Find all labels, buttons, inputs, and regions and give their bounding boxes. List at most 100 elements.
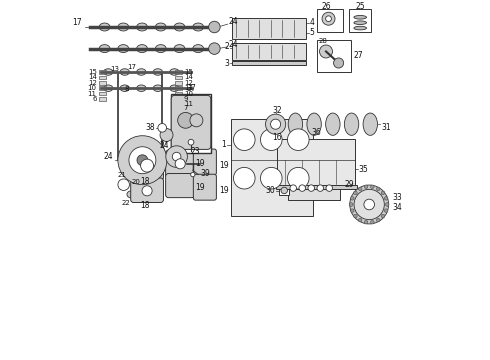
Ellipse shape xyxy=(153,85,163,91)
Circle shape xyxy=(370,220,374,224)
Text: 9: 9 xyxy=(184,96,188,102)
Ellipse shape xyxy=(103,69,113,75)
Circle shape xyxy=(384,209,388,212)
Bar xyxy=(277,139,355,185)
Bar xyxy=(317,9,343,32)
Circle shape xyxy=(349,203,353,206)
Text: 11: 11 xyxy=(184,101,193,107)
Text: 10: 10 xyxy=(88,85,97,91)
Ellipse shape xyxy=(103,85,113,91)
Bar xyxy=(99,76,106,79)
Text: 25: 25 xyxy=(355,2,365,11)
Circle shape xyxy=(141,159,153,172)
Circle shape xyxy=(209,43,220,54)
Circle shape xyxy=(281,187,288,194)
Text: 10: 10 xyxy=(184,91,193,96)
Text: 35: 35 xyxy=(358,165,368,174)
Ellipse shape xyxy=(99,23,110,31)
Circle shape xyxy=(290,185,296,192)
Text: 19: 19 xyxy=(195,159,204,168)
Text: 4: 4 xyxy=(310,18,315,27)
FancyBboxPatch shape xyxy=(166,150,195,177)
Circle shape xyxy=(358,218,362,222)
Circle shape xyxy=(308,185,315,192)
Circle shape xyxy=(370,185,374,189)
Ellipse shape xyxy=(326,113,340,135)
Bar xyxy=(99,70,106,74)
Circle shape xyxy=(376,218,380,222)
Circle shape xyxy=(354,189,384,220)
Circle shape xyxy=(326,16,331,22)
Circle shape xyxy=(299,185,305,192)
Text: 17: 17 xyxy=(73,18,82,27)
Text: 11: 11 xyxy=(88,91,97,96)
Bar xyxy=(99,86,106,90)
Circle shape xyxy=(381,191,385,195)
Text: 6: 6 xyxy=(92,96,97,102)
Text: 36: 36 xyxy=(311,128,321,137)
Text: 29: 29 xyxy=(344,180,354,189)
Ellipse shape xyxy=(155,23,166,31)
Text: 17: 17 xyxy=(127,64,136,69)
Bar xyxy=(175,86,182,90)
Circle shape xyxy=(209,21,220,33)
Ellipse shape xyxy=(137,85,146,91)
Bar xyxy=(231,119,314,216)
Circle shape xyxy=(172,152,181,161)
Text: 19: 19 xyxy=(220,186,229,195)
Text: 24: 24 xyxy=(160,141,170,150)
Text: 20: 20 xyxy=(132,179,141,185)
Circle shape xyxy=(261,167,282,189)
Circle shape xyxy=(266,114,286,134)
Ellipse shape xyxy=(174,45,185,53)
FancyBboxPatch shape xyxy=(131,178,164,202)
FancyBboxPatch shape xyxy=(131,151,164,180)
Bar xyxy=(317,40,351,72)
Ellipse shape xyxy=(363,113,377,135)
Circle shape xyxy=(350,209,354,212)
Text: 8: 8 xyxy=(124,86,129,92)
Text: 15: 15 xyxy=(184,69,193,75)
Circle shape xyxy=(319,45,333,58)
Ellipse shape xyxy=(155,45,166,53)
Circle shape xyxy=(137,155,148,166)
Bar xyxy=(288,176,341,200)
Circle shape xyxy=(233,167,255,189)
Text: 27: 27 xyxy=(353,51,363,60)
Bar xyxy=(171,94,211,153)
Bar xyxy=(232,43,306,60)
Ellipse shape xyxy=(307,113,321,135)
Circle shape xyxy=(364,185,368,189)
Ellipse shape xyxy=(354,26,367,30)
Text: 15: 15 xyxy=(88,69,97,75)
Text: 13: 13 xyxy=(184,85,193,91)
Circle shape xyxy=(334,58,343,68)
Ellipse shape xyxy=(127,191,136,198)
Text: 22: 22 xyxy=(122,201,130,206)
Text: 21: 21 xyxy=(118,172,126,177)
Ellipse shape xyxy=(193,23,204,31)
Ellipse shape xyxy=(137,45,147,53)
Bar xyxy=(175,102,182,105)
Text: 18: 18 xyxy=(141,201,150,210)
Circle shape xyxy=(118,136,167,185)
Ellipse shape xyxy=(120,69,129,75)
Text: 30: 30 xyxy=(266,186,275,195)
Text: 5: 5 xyxy=(310,28,315,37)
Text: 39: 39 xyxy=(201,170,211,179)
Circle shape xyxy=(358,187,362,191)
Text: 7: 7 xyxy=(184,105,188,111)
Ellipse shape xyxy=(288,113,303,135)
Ellipse shape xyxy=(354,15,367,19)
Bar xyxy=(175,92,182,95)
Circle shape xyxy=(354,191,357,195)
Text: 2: 2 xyxy=(224,42,229,51)
Ellipse shape xyxy=(170,85,179,91)
Bar xyxy=(279,185,289,195)
Circle shape xyxy=(129,147,156,174)
Ellipse shape xyxy=(170,69,179,75)
Circle shape xyxy=(288,167,309,189)
Text: 14: 14 xyxy=(88,75,97,80)
Text: 14: 14 xyxy=(184,75,193,80)
Text: 24: 24 xyxy=(229,17,239,26)
